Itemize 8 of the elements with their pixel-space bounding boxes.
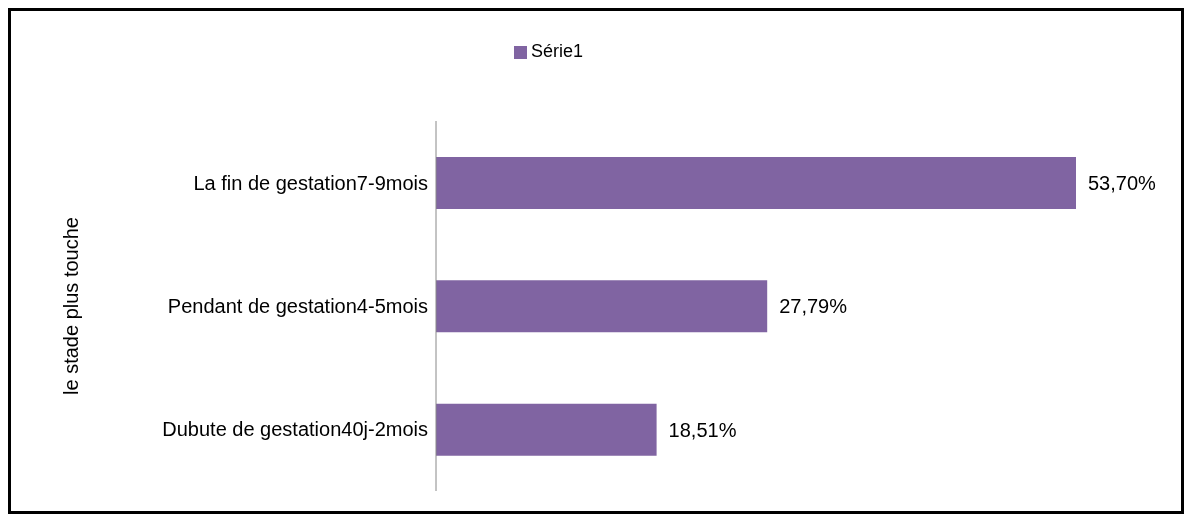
y-tick-label: Pendant de gestation4-5mois	[167, 295, 428, 318]
y-tick-label: Dubute de gestation40j-2mois	[162, 418, 428, 441]
y-tick-label: La fin de gestation7-9mois	[193, 171, 428, 194]
data-label: 27,79%	[779, 295, 848, 318]
data-label: 18,51%	[668, 418, 737, 441]
data-label: 53,70%	[1088, 172, 1157, 195]
y-axis-title: le stade plus touche	[60, 217, 83, 395]
legend-label: Série1	[530, 41, 584, 61]
